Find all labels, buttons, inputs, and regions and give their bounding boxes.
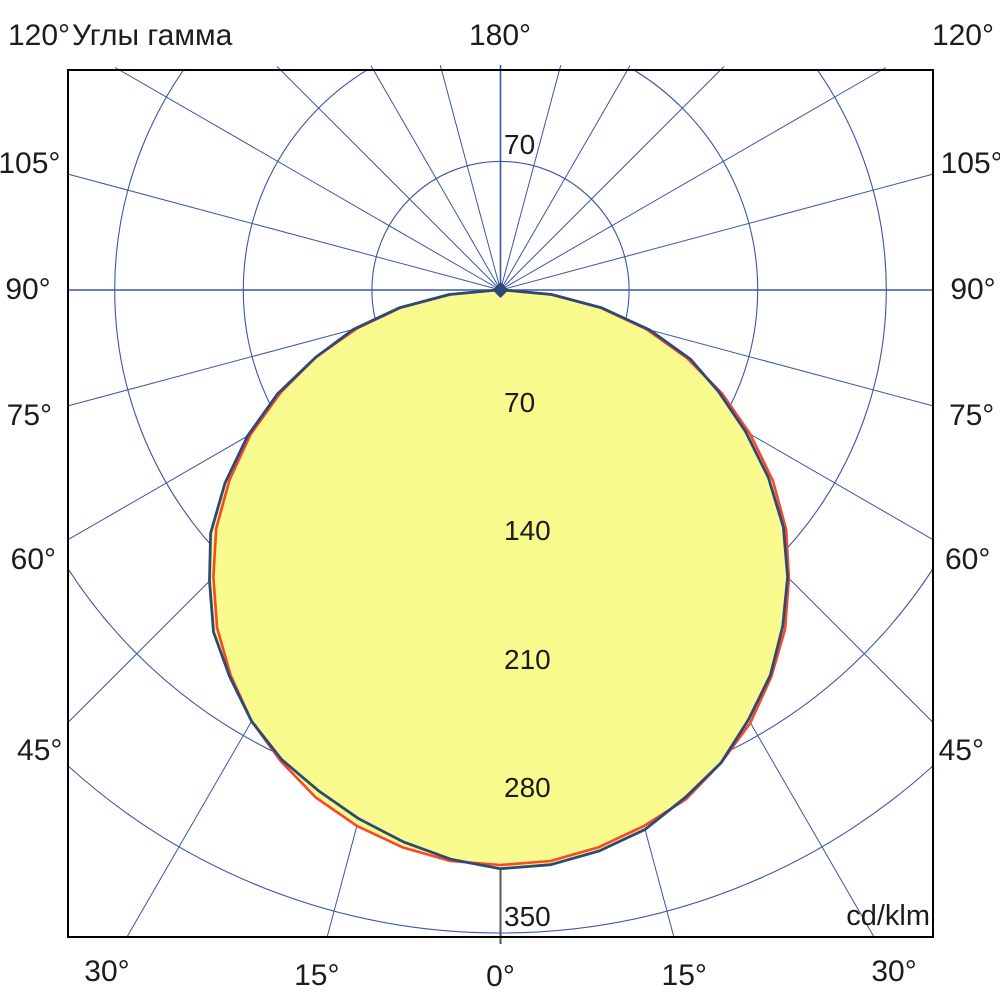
plot-frame xyxy=(67,69,934,938)
gamma-label-bottom-30: 30° xyxy=(871,954,917,988)
gamma-label-right-105: 105° xyxy=(940,146,1000,180)
gamma-label-left-60: 60° xyxy=(10,542,57,576)
radial-value-label-350: 350 xyxy=(504,901,551,932)
intensity-fill xyxy=(209,290,789,869)
gamma-label-top-left-120: 120° xyxy=(8,19,71,52)
gamma-label-right-45: 45° xyxy=(938,733,984,767)
pole-marker xyxy=(492,282,509,298)
grid-ray-240 xyxy=(114,67,501,291)
grid-ray-225 xyxy=(276,66,501,291)
gamma-label-bottom-15: 15° xyxy=(661,958,707,992)
radial-value-label-upper-70: 70 xyxy=(504,129,536,161)
curve-c90-c270 xyxy=(208,288,789,871)
unit-label: cd/klm xyxy=(846,900,930,932)
radial-value-label-70: 70 xyxy=(504,386,536,418)
radial-value-label-280: 280 xyxy=(504,772,551,804)
gamma-label-right-60: 60° xyxy=(944,542,991,576)
radial-value-label-140: 140 xyxy=(504,515,551,547)
grid-ray-195 xyxy=(439,65,501,291)
chart-title: Углы гамма xyxy=(72,19,233,52)
gamma-label-left-105: 105° xyxy=(0,146,61,180)
radial-value-label-210: 210 xyxy=(504,643,551,675)
gamma-label-bottom-15: 15° xyxy=(294,958,340,992)
grid-ray-135 xyxy=(500,66,725,291)
gamma-label-right-90: 90° xyxy=(950,273,996,306)
gamma-label-left-90: 90° xyxy=(5,273,51,306)
gamma-label-left-75: 75° xyxy=(6,399,53,433)
grid-ray-165 xyxy=(500,65,562,291)
grid-ray-150 xyxy=(500,65,631,291)
gamma-label-right-75: 75° xyxy=(948,399,995,433)
gamma-label-bottom-30: 30° xyxy=(84,954,130,988)
gamma-label-bottom-0: 0° xyxy=(486,960,515,993)
grid-ray-105 xyxy=(500,173,934,291)
gamma-label-top-right-120: 120° xyxy=(931,19,994,52)
gamma-label-left-45: 45° xyxy=(17,733,63,767)
curve-c0-c180 xyxy=(212,288,791,867)
grid-ray-210 xyxy=(370,65,501,291)
grid-ray-255 xyxy=(67,173,501,291)
grid-ray-120 xyxy=(500,67,887,291)
gamma-label-top-180: 180° xyxy=(468,19,532,52)
